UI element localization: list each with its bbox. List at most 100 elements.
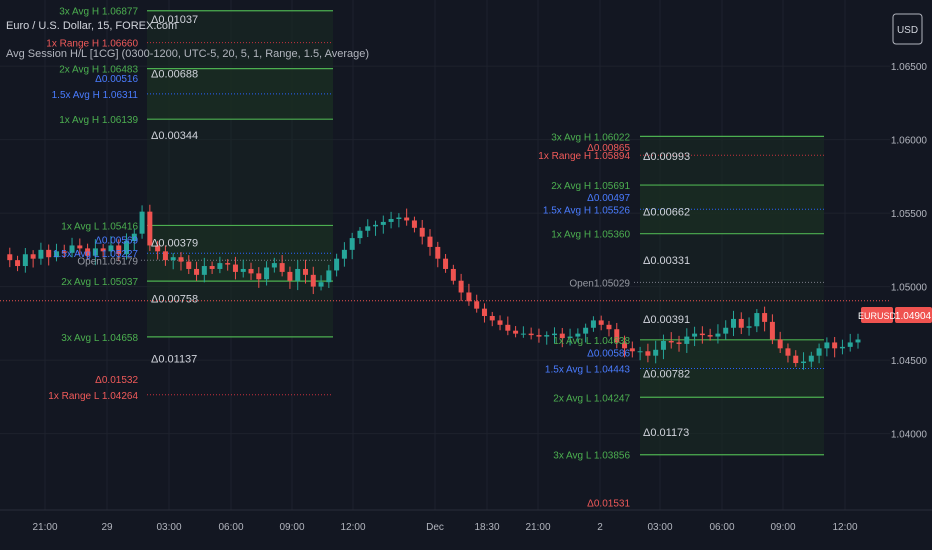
candle-body	[559, 333, 565, 339]
candle-body	[450, 268, 456, 281]
price-axis[interactable]: 1.06500 1.06000 1.05500 1.05000 1.04500 1.040…	[890, 0, 932, 510]
level-label: 1x Avg H 1.06139	[59, 115, 138, 126]
candle-body	[762, 313, 768, 322]
candle-body	[839, 346, 845, 349]
candle-body	[435, 246, 441, 259]
candle-body	[295, 268, 301, 281]
currency-button[interactable]: USD	[892, 13, 923, 45]
candle-body	[497, 320, 503, 325]
candle-body	[520, 333, 526, 335]
candle-body	[92, 248, 98, 256]
candle-body	[155, 245, 161, 252]
delta-label: Δ0.01137	[151, 354, 197, 366]
candle-body	[53, 251, 59, 258]
candle-body	[365, 226, 371, 231]
candle-body	[100, 248, 106, 252]
delta-label: Δ0.00331	[643, 255, 690, 267]
candle-body	[855, 339, 861, 343]
candle-body	[808, 355, 814, 362]
candle-body	[240, 268, 246, 272]
candle-body	[614, 329, 620, 343]
candle-body	[85, 248, 91, 256]
candle-body	[341, 249, 347, 259]
candle-body	[466, 292, 472, 302]
candle-body	[30, 254, 36, 259]
candle-body	[61, 251, 67, 253]
candle-body	[606, 324, 612, 330]
session-zone	[147, 10, 333, 69]
currency-label: USD	[897, 25, 918, 36]
level-label: 2x Avg L 1.05037	[61, 277, 138, 288]
candle-body	[124, 241, 130, 255]
level-label: Δ0.00865	[587, 143, 630, 154]
candle-body	[528, 333, 534, 336]
level-label: Δ0.00569	[95, 236, 138, 247]
candle-body	[715, 333, 721, 337]
session-zone	[640, 136, 824, 186]
candle-body	[427, 236, 433, 247]
time-tick-label: 29	[101, 522, 113, 533]
time-tick-label: 03:00	[647, 522, 672, 533]
time-tick-label: 03:00	[156, 522, 181, 533]
candle-body	[536, 335, 542, 337]
session-level-lines	[141, 10, 824, 456]
candle-body	[816, 348, 822, 356]
time-axis[interactable]: 21:00 29 03:00 06:00 09:00 12:00 Dec 18:30 21:00…	[0, 509, 932, 550]
time-tick-label: 06:00	[709, 522, 734, 533]
level-label: 1x Range L 1.04264	[48, 391, 138, 402]
candle-body	[474, 301, 480, 309]
price-tick-label: 1.06500	[891, 62, 928, 73]
price-tick-label: 1.04500	[891, 356, 928, 367]
candle-body	[785, 348, 791, 356]
candle-body	[46, 249, 52, 258]
candle-body	[131, 233, 137, 242]
candle-body	[287, 271, 293, 281]
level-label: 1x Range H 1.05894	[538, 151, 630, 162]
candle-body	[575, 333, 581, 337]
session-zone	[640, 397, 824, 455]
delta-label: Δ0.00758	[151, 293, 198, 305]
candle-body	[357, 230, 363, 239]
candle-body	[793, 355, 799, 364]
time-tick-label: 09:00	[770, 522, 795, 533]
candle-body	[583, 327, 589, 334]
level-label: 2x Avg L 1.04247	[553, 393, 630, 404]
current-price-symbol: EURUSD	[858, 311, 897, 321]
candle-body	[194, 268, 200, 275]
candle-body	[217, 263, 223, 269]
level-label: 1.5x Avg H 1.05526	[543, 205, 631, 216]
candle-body	[660, 340, 666, 350]
current-price-tags: EURUSD 1.04904	[858, 307, 932, 323]
open-label: Open1.05179	[77, 256, 138, 267]
session-zone	[147, 119, 333, 226]
candle-body	[380, 221, 386, 225]
candle-body	[544, 335, 550, 337]
level-label: 1.5x Avg H 1.06311	[52, 90, 139, 101]
candle-body	[7, 254, 13, 261]
candle-body	[396, 217, 402, 219]
candle-body	[373, 224, 379, 227]
candle-body	[567, 336, 573, 339]
time-tick-label: 2	[597, 522, 603, 533]
candle-body	[15, 260, 21, 267]
level-label: Δ0.01531	[587, 499, 630, 510]
candle-body	[738, 318, 744, 328]
candle-body	[699, 333, 705, 336]
candle-body	[302, 268, 308, 275]
level-label: 3x Avg L 1.03856	[553, 451, 630, 462]
candle-body	[730, 318, 736, 328]
candle-body	[186, 261, 192, 269]
candle-body	[162, 251, 168, 261]
candle-body	[279, 263, 285, 272]
level-label: 1x Avg L 1.05416	[61, 221, 138, 232]
current-price-value: 1.04904	[895, 311, 932, 322]
level-label: 3x Avg H 1.06022	[551, 132, 630, 143]
level-label: 1.5x Avg L 1.05227	[53, 249, 139, 260]
candle-body	[832, 342, 838, 349]
time-tick-label: 09:00	[279, 522, 304, 533]
candle-body	[310, 274, 316, 287]
level-label: 2x Avg H 1.05691	[551, 181, 630, 192]
candle-body	[707, 335, 713, 337]
session-fills	[147, 10, 824, 455]
